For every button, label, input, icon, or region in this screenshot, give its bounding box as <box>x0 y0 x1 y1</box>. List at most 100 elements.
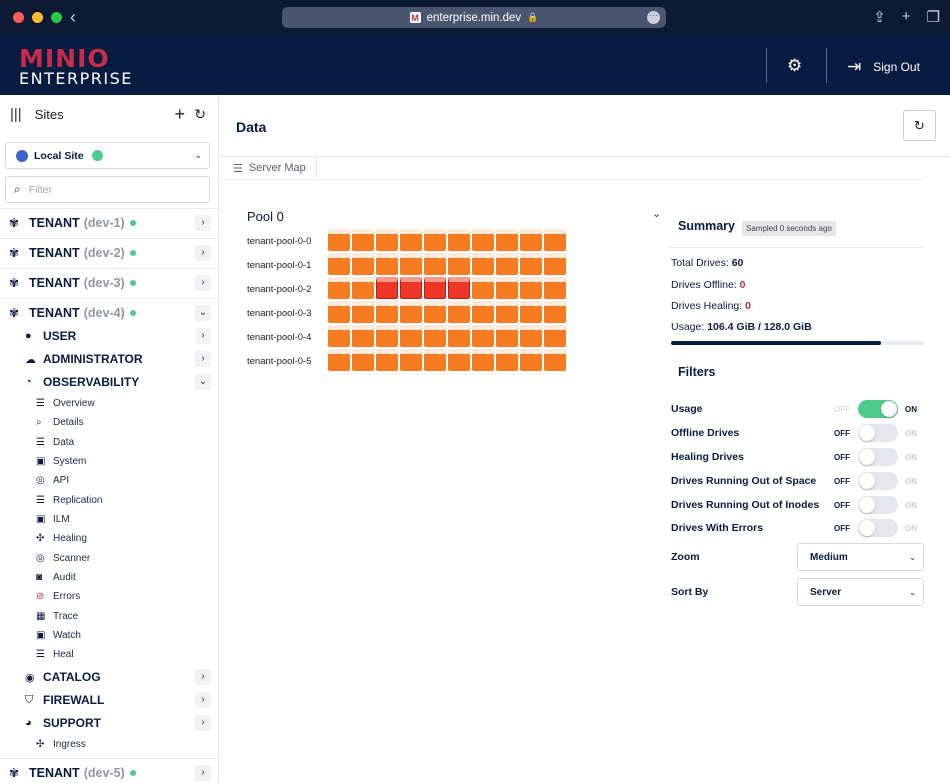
drive-cell[interactable] <box>496 301 518 323</box>
drive-cell[interactable] <box>544 349 566 371</box>
drive-cell[interactable] <box>352 229 374 251</box>
drive-cell[interactable] <box>544 229 566 251</box>
drive-cell[interactable] <box>448 325 470 347</box>
sidebar-item-scanner[interactable]: ◎ Scanner <box>0 549 218 568</box>
chevron-right-icon[interactable]: › <box>195 669 211 685</box>
drive-cell[interactable] <box>424 301 446 323</box>
sidebar-item-replication[interactable]: ☰ Replication <box>0 491 218 510</box>
sidebar-item-user[interactable]: ● USER › <box>0 325 218 347</box>
drive-cell[interactable] <box>352 277 374 299</box>
sidebar-item-errors[interactable]: ⊘ Errors <box>0 587 218 606</box>
drive-cell[interactable] <box>472 301 494 323</box>
chevron-right-icon[interactable]: › <box>195 244 211 261</box>
drive-cell[interactable] <box>496 349 518 371</box>
back-arrow-icon[interactable]: ‹ <box>70 7 76 27</box>
chevron-down-icon[interactable]: ⌄ <box>195 374 211 390</box>
sidebar-item-watch[interactable]: ▣ Watch <box>0 626 218 645</box>
drive-cell[interactable] <box>352 325 374 347</box>
sidebar-item-ingress[interactable]: ✣ Ingress <box>0 735 218 754</box>
drive-cell[interactable] <box>424 349 446 371</box>
sidebar-item-catalog[interactable]: ◉ CATALOG › <box>0 666 218 688</box>
drive-cell[interactable] <box>352 301 374 323</box>
filter-input[interactable]: ⌕ Filter <box>5 176 210 203</box>
sidebar-item-api[interactable]: ◎ API <box>0 471 218 490</box>
drive-cell[interactable] <box>424 229 446 251</box>
share-icon[interactable]: ⇪ <box>873 9 886 26</box>
drive-cell[interactable] <box>472 325 494 347</box>
drive-cell[interactable] <box>328 277 350 299</box>
chevron-right-icon[interactable]: › <box>195 328 211 344</box>
drive-cell[interactable] <box>328 301 350 323</box>
drive-cell[interactable] <box>400 301 422 323</box>
drive-cell[interactable] <box>448 301 470 323</box>
sidebar-item-administrator[interactable]: ☁ ADMINISTRATOR › <box>0 348 218 370</box>
chevron-right-icon[interactable]: › <box>195 715 211 731</box>
drive-cell[interactable] <box>448 253 470 275</box>
chevron-right-icon[interactable]: › <box>195 764 211 781</box>
drive-cell[interactable] <box>496 229 518 251</box>
maximize-window-button[interactable] <box>51 12 62 23</box>
sort-by-select[interactable]: Server ⌄ <box>797 578 924 606</box>
drive-cell[interactable] <box>520 253 542 275</box>
usage-toggle[interactable] <box>858 400 898 418</box>
drive-cell[interactable] <box>328 325 350 347</box>
drive-cell[interactable] <box>448 229 470 251</box>
drive-cell[interactable] <box>352 349 374 371</box>
drive-cell-offline[interactable] <box>376 277 398 299</box>
drive-cell[interactable] <box>352 253 374 275</box>
drive-cell[interactable] <box>400 253 422 275</box>
add-site-icon[interactable]: + <box>174 104 185 124</box>
sidebar-item-heal[interactable]: ☰ Heal <box>0 645 218 664</box>
drive-cell[interactable] <box>544 277 566 299</box>
sidebar-item-tenant-dev-1[interactable]: ✾ TENANT (dev-1) › <box>0 208 218 236</box>
drive-cell[interactable] <box>328 229 350 251</box>
drive-cell[interactable] <box>520 229 542 251</box>
drive-cell[interactable] <box>328 253 350 275</box>
drive-cell[interactable] <box>544 301 566 323</box>
drive-cell[interactable] <box>448 349 470 371</box>
drive-cell-offline[interactable] <box>400 277 422 299</box>
sidebar-item-details[interactable]: ⌕ Details <box>0 413 218 432</box>
sidebar-item-tenant-dev-2[interactable]: ✾ TENANT (dev-2) › <box>0 238 218 266</box>
chevron-right-icon[interactable]: › <box>195 214 211 231</box>
sidebar-item-overview[interactable]: ☰ Overview <box>0 394 218 413</box>
offline-drives-toggle[interactable] <box>858 424 898 442</box>
out-of-space-toggle[interactable] <box>858 472 898 490</box>
drive-cell[interactable] <box>544 253 566 275</box>
chevron-down-icon[interactable]: ⌄ <box>195 304 211 321</box>
chevron-right-icon[interactable]: › <box>195 692 211 708</box>
drive-cell[interactable] <box>520 301 542 323</box>
close-window-button[interactable] <box>13 12 24 23</box>
sidebar-item-audit[interactable]: ◙ Audit <box>0 568 218 587</box>
chevron-right-icon[interactable]: › <box>195 351 211 367</box>
chevron-down-icon[interactable]: ⌄ <box>652 208 662 220</box>
drive-cell[interactable] <box>424 253 446 275</box>
drive-cell[interactable] <box>472 253 494 275</box>
more-options-icon[interactable]: ··· <box>647 11 660 24</box>
sidebar-item-firewall[interactable]: ⛉ FIREWALL › <box>0 689 218 711</box>
drives-with-errors-toggle[interactable] <box>858 519 898 537</box>
site-select[interactable]: Local Site ⌄ <box>5 142 210 169</box>
chevron-right-icon[interactable]: › <box>195 274 211 291</box>
drive-cell[interactable] <box>472 349 494 371</box>
drive-cell[interactable] <box>496 325 518 347</box>
healing-drives-toggle[interactable] <box>858 448 898 466</box>
drive-cell[interactable] <box>376 325 398 347</box>
sidebar-item-data[interactable]: ☰ Data <box>0 433 218 452</box>
drive-cell[interactable] <box>400 349 422 371</box>
new-tab-icon[interactable]: + <box>901 8 911 25</box>
sidebar-item-tenant-dev-3[interactable]: ✾ TENANT (dev-3) › <box>0 268 218 296</box>
drive-cell[interactable] <box>424 325 446 347</box>
drive-cell[interactable] <box>520 349 542 371</box>
drive-cell[interactable] <box>520 277 542 299</box>
drive-cell[interactable] <box>400 325 422 347</box>
sidebar-item-tenant-dev-5[interactable]: ✾ TENANT (dev-5) › <box>0 758 218 783</box>
sign-out-button[interactable]: ⇥ Sign Out <box>847 57 920 77</box>
drive-cell[interactable] <box>544 325 566 347</box>
drive-cell[interactable] <box>496 253 518 275</box>
drive-cell[interactable] <box>472 277 494 299</box>
sidebar-item-observability[interactable]: ◔ OBSERVABILITY ⌄ <box>0 371 218 393</box>
zoom-select[interactable]: Medium ⌄ <box>797 543 924 571</box>
sidebar-item-system[interactable]: ▣ System <box>0 452 218 471</box>
drive-cell[interactable] <box>376 253 398 275</box>
